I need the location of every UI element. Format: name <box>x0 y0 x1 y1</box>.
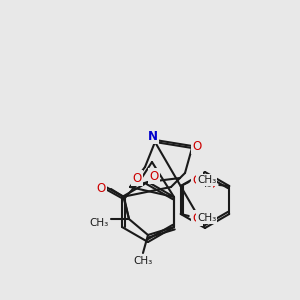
Text: N: N <box>148 130 158 142</box>
Text: CH₃: CH₃ <box>197 213 216 223</box>
Text: CH₃: CH₃ <box>89 218 109 228</box>
Text: O: O <box>207 178 216 190</box>
Text: O: O <box>192 140 202 152</box>
Text: O: O <box>192 173 201 187</box>
Text: O: O <box>192 212 201 224</box>
Text: O: O <box>96 182 106 196</box>
Text: CH₃: CH₃ <box>197 175 216 185</box>
Text: CH₃: CH₃ <box>134 256 153 266</box>
Text: O: O <box>132 172 142 184</box>
Text: O: O <box>149 169 159 182</box>
Text: CH₃: CH₃ <box>193 179 212 189</box>
